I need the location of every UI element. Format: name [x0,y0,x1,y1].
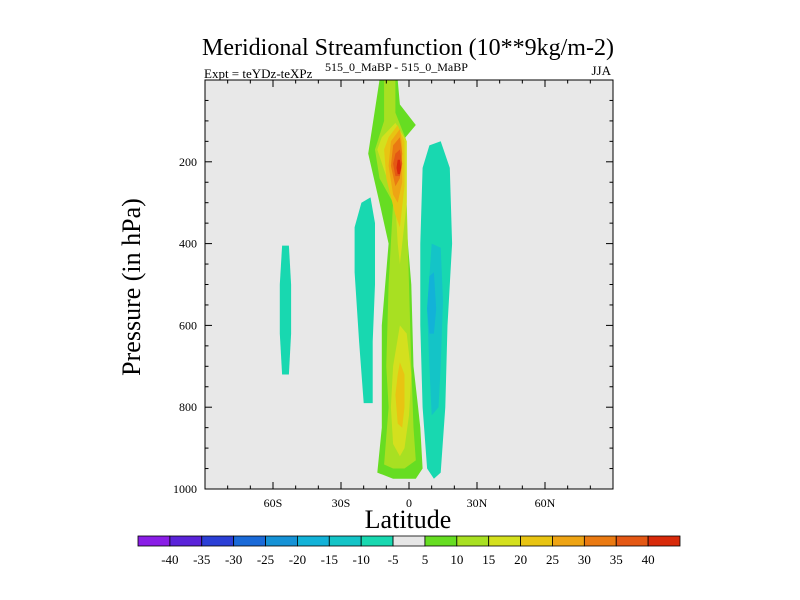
colorbar: -40 -35 -30 -25 -20 -15 -10 -5 5 10 15 20 25 30 35 40 [137,535,681,567]
colorbar-label: 10 [450,552,463,567]
x-tick-label: 30S [332,496,351,510]
axis-ticks: 60S 30S 0 30N 60N 200 400 600 800 1000 [173,80,613,510]
colorbar-swatch [392,535,426,547]
contour-hadley-20-low [395,362,405,428]
chart-subtitle-superscript: 515_0_MaBP - 515_0_MaBP [325,60,468,74]
colorbar-label: 15 [482,552,495,567]
colorbar-label: -30 [225,552,242,567]
colorbar-swatch [424,535,458,547]
colorbar-swatch [201,535,235,547]
colorbar-swatch [456,535,490,547]
contour-hadley-40 [396,159,402,175]
chart-season-label: JJA [591,63,611,78]
x-axis-label: Latitude [365,505,452,534]
colorbar-swatch [520,535,553,547]
colorbar-label: -35 [193,552,210,567]
colorbar-label: 35 [610,552,623,567]
contour-cell-north-core [427,272,437,334]
colorbar-swatch [488,535,521,547]
y-tick-label: 800 [179,400,197,414]
y-tick-label: 1000 [173,482,197,496]
colorbar-swatch [328,535,362,547]
colorbar-swatch [360,535,394,547]
colorbar-label: -10 [353,552,370,567]
y-tick-label: 400 [179,237,197,251]
colorbar-swatch [583,535,617,547]
chart-subtitle-left: Expt = teYDz-teXPz [204,66,313,81]
colorbar-swatch [169,535,203,547]
colorbar-label: 20 [514,552,527,567]
colorbar-swatch [265,535,298,547]
colorbar-label: -40 [161,552,178,567]
colorbar-swatch [647,535,681,547]
colorbar-label: -20 [289,552,306,567]
chart-title: Meridional Streamfunction (10**9kg/m-2) [202,35,614,61]
colorbar-swatch [137,535,171,547]
colorbar-label: -15 [321,552,338,567]
colorbar-label: 5 [422,552,429,567]
y-tick-label: 200 [179,155,197,169]
y-tick-label: 600 [179,318,197,332]
colorbar-swatch [297,535,330,547]
colorbar-label: 40 [642,552,655,567]
contour-cell-south [354,197,375,404]
y-axis-label: Pressure (in hPa) [117,198,146,376]
colorbar-label: 30 [578,552,591,567]
colorbar-label: -25 [257,552,274,567]
contour-cell-far-south [279,245,292,375]
x-tick-label: 60N [535,496,556,510]
colorbar-swatch [615,535,649,547]
colorbar-swatch [552,535,585,547]
contour-regions [279,80,453,479]
colorbar-label: -5 [388,552,399,567]
x-tick-label: 60S [264,496,283,510]
colorbar-label: 25 [546,552,559,567]
colorbar-swatch [233,535,266,547]
x-tick-label: 0 [406,496,412,510]
x-tick-label: 30N [467,496,488,510]
